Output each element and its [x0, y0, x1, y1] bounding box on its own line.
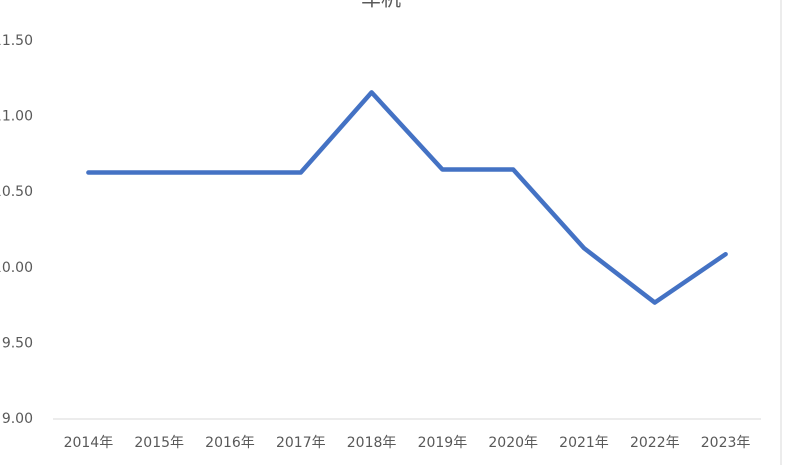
- y-tick-label: 10.00: [0, 260, 33, 276]
- x-tick-label: 2019年: [418, 435, 468, 451]
- x-tick-label: 2021年: [559, 435, 609, 451]
- line-series: [86, 90, 728, 305]
- x-tick-label: 2018年: [347, 435, 397, 451]
- y-tick-label: 9.00: [2, 411, 33, 427]
- y-tick-label: 10.50: [0, 184, 33, 200]
- x-tick-label: 2015年: [134, 435, 184, 451]
- x-tick-label: 2017年: [276, 435, 326, 451]
- y-tick-label: 9.50: [2, 335, 33, 351]
- x-tick-label: 2020年: [488, 435, 538, 451]
- x-tick-label: 2014年: [64, 435, 114, 451]
- x-tick-label: 2022年: [630, 435, 680, 451]
- chart-title: 车机: [361, 0, 401, 11]
- y-tick-label: 11.00: [0, 109, 33, 125]
- x-tick-label: 2023年: [701, 435, 751, 451]
- y-tick-label: 11.50: [0, 33, 33, 49]
- x-tick-label: 2016年: [205, 435, 255, 451]
